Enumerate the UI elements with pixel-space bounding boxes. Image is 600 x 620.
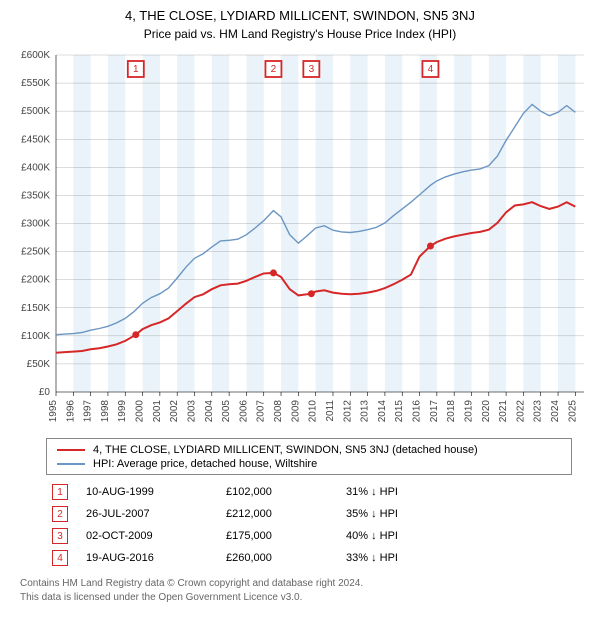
x-tick-label: 2015: [394, 400, 405, 423]
sale-num-box: 2: [52, 506, 68, 522]
sale-row: 1 10-AUG-1999£102,00031% ↓ HPI: [46, 481, 572, 503]
x-tick-label: 2022: [515, 400, 526, 423]
y-tick-label: £50K: [27, 359, 51, 370]
legend-label: 4, THE CLOSE, LYDIARD MILLICENT, SWINDON…: [93, 444, 478, 456]
x-tick-label: 1995: [48, 400, 59, 423]
x-tick-label: 2001: [152, 400, 163, 423]
sale-price: £260,000: [220, 547, 340, 569]
sale-marker-num: 1: [133, 64, 139, 75]
legend-label: HPI: Average price, detached house, Wilt…: [93, 458, 317, 470]
y-tick-label: £200K: [21, 275, 50, 286]
x-tick-label: 2025: [567, 400, 578, 423]
chart-plot-area: £0 £50K £100K £150K £200K £250K £300K £350K £400…: [8, 47, 592, 432]
sale-num-box: 1: [52, 484, 68, 500]
legend-row: HPI: Average price, detached house, Wilt…: [57, 457, 561, 471]
x-tick-label: 2005: [221, 400, 232, 423]
x-tick-label: 2017: [429, 400, 440, 423]
y-tick-label: £150K: [21, 303, 50, 314]
sale-date: 02-OCT-2009: [80, 525, 220, 547]
chart-title: 4, THE CLOSE, LYDIARD MILLICENT, SWINDON…: [8, 8, 592, 23]
x-tick-label: 2011: [325, 400, 336, 422]
sale-num-box: 4: [52, 550, 68, 566]
x-tick-label: 2002: [169, 400, 180, 423]
sale-price: £102,000: [220, 481, 340, 503]
sale-delta: 40% ↓ HPI: [340, 525, 572, 547]
footer-line2: This data is licensed under the Open Gov…: [20, 591, 572, 605]
sale-marker-num: 3: [309, 64, 315, 75]
x-tick-label: 2012: [342, 400, 353, 423]
y-tick-label: £400K: [21, 162, 50, 173]
x-tick-label: 2016: [412, 400, 423, 423]
x-tick-label: 2010: [308, 400, 319, 423]
sale-row: 4 19-AUG-2016£260,00033% ↓ HPI: [46, 547, 572, 569]
sale-dot: [427, 242, 434, 249]
y-tick-label: £350K: [21, 190, 50, 201]
sale-marker-num: 2: [271, 64, 277, 75]
y-tick-label: £100K: [21, 331, 50, 342]
sale-date: 19-AUG-2016: [80, 547, 220, 569]
x-tick-label: 2009: [290, 400, 301, 423]
x-tick-label: 2021: [498, 400, 509, 423]
sale-price: £212,000: [220, 503, 340, 525]
y-tick-label: £300K: [21, 219, 50, 230]
legend: 4, THE CLOSE, LYDIARD MILLICENT, SWINDON…: [46, 438, 572, 475]
sale-delta: 31% ↓ HPI: [340, 481, 572, 503]
sale-dot: [308, 290, 315, 297]
y-tick-label: £250K: [21, 247, 50, 258]
sale-row: 3 02-OCT-2009£175,00040% ↓ HPI: [46, 525, 572, 547]
x-tick-label: 1999: [117, 400, 128, 423]
sale-date: 26-JUL-2007: [80, 503, 220, 525]
sale-delta: 33% ↓ HPI: [340, 547, 572, 569]
sale-row: 2 26-JUL-2007£212,00035% ↓ HPI: [46, 503, 572, 525]
x-tick-label: 2006: [238, 400, 249, 423]
x-tick-label: 2014: [377, 400, 388, 423]
chart-svg: £0 £50K £100K £150K £200K £250K £300K £350K £400…: [8, 47, 592, 432]
legend-swatch: [57, 449, 85, 451]
x-tick-label: 1998: [100, 400, 111, 423]
x-tick-label: 2003: [186, 400, 197, 423]
sale-date: 10-AUG-1999: [80, 481, 220, 503]
y-tick-label: £500K: [21, 106, 50, 117]
footer: Contains HM Land Registry data © Crown c…: [20, 577, 572, 604]
x-tick-label: 2007: [256, 400, 267, 423]
footer-line1: Contains HM Land Registry data © Crown c…: [20, 577, 572, 591]
x-tick-label: 2019: [463, 400, 474, 423]
x-tick-label: 2008: [273, 400, 284, 423]
sale-num-box: 3: [52, 528, 68, 544]
chart-subtitle: Price paid vs. HM Land Registry's House …: [8, 27, 592, 41]
x-tick-label: 2004: [204, 400, 215, 423]
x-tick-label: 2024: [550, 400, 561, 423]
sale-delta: 35% ↓ HPI: [340, 503, 572, 525]
y-tick-label: £0: [39, 387, 51, 398]
sales-table: 1 10-AUG-1999£102,00031% ↓ HPI 2 26-JUL-200…: [46, 481, 572, 569]
legend-row: 4, THE CLOSE, LYDIARD MILLICENT, SWINDON…: [57, 443, 561, 457]
x-tick-label: 2013: [360, 400, 371, 423]
x-tick-label: 2000: [135, 400, 146, 423]
y-tick-label: £450K: [21, 134, 50, 145]
chart-container: 4, THE CLOSE, LYDIARD MILLICENT, SWINDON…: [0, 0, 600, 620]
y-tick-label: £550K: [21, 78, 50, 89]
sale-dot: [132, 331, 139, 338]
y-tick-label: £600K: [21, 50, 50, 61]
x-tick-label: 2023: [533, 400, 544, 423]
sale-price: £175,000: [220, 525, 340, 547]
sale-dot: [270, 269, 277, 276]
x-tick-label: 2018: [446, 400, 457, 423]
x-tick-label: 1996: [65, 400, 76, 423]
x-tick-label: 1997: [83, 400, 94, 423]
legend-swatch: [57, 463, 85, 465]
x-tick-label: 2020: [481, 400, 492, 423]
sale-marker-num: 4: [428, 64, 434, 75]
